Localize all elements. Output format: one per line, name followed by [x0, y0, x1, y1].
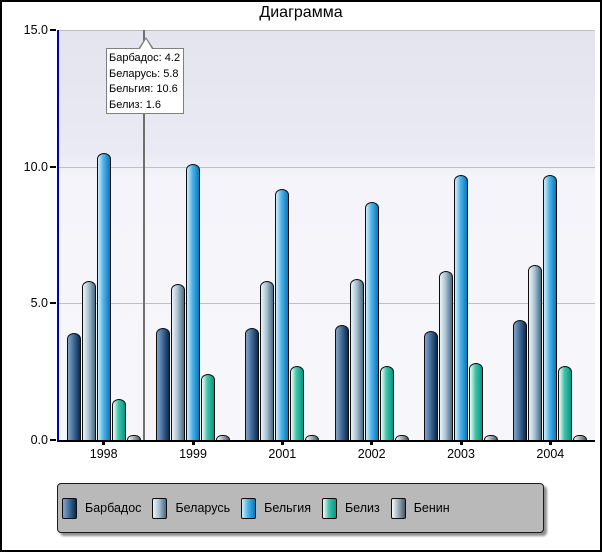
legend-swatch: [321, 497, 337, 519]
legend-label: Бенин: [413, 501, 450, 515]
bar-Белиз-2004[interactable]: [558, 366, 573, 440]
x-axis-label: 2004: [536, 447, 565, 461]
tooltip-pointer-fill: [139, 39, 152, 49]
legend-label: Бельгия: [264, 501, 311, 515]
gridline-10.0: [59, 166, 595, 168]
bar-Белиз-1998[interactable]: [111, 399, 126, 440]
y-axis-label: 0.0: [30, 433, 48, 447]
gridline-5.0: [59, 303, 595, 305]
y-axis-tick: [50, 29, 56, 31]
plot-area[interactable]: [57, 30, 595, 442]
bar-Барбадос-1998[interactable]: [66, 333, 81, 440]
y-axis-label: 15.0: [23, 23, 48, 37]
legend-item-Белиз[interactable]: Белиз: [321, 497, 380, 519]
bar-group-2002: [334, 202, 409, 440]
bar-Барбадос-2004[interactable]: [513, 319, 528, 440]
tooltip-line: Белиз: 1.6: [109, 98, 161, 111]
legend-item-Бенин[interactable]: Бенин: [390, 497, 450, 519]
x-axis-tick: [370, 440, 374, 445]
bar-Барбадос-2003[interactable]: [424, 330, 438, 440]
y-axis-tick: [50, 439, 56, 441]
bar-Белиз-1999[interactable]: [201, 374, 215, 440]
bar-group-2003: [424, 174, 498, 440]
bar-Бельгия-2004[interactable]: [543, 174, 558, 440]
y-axis-label: 10.0: [23, 159, 48, 174]
bar-Бенин-2001[interactable]: [305, 434, 320, 440]
bar-Беларусь-2002[interactable]: [349, 278, 364, 440]
bar-Бенин-2002[interactable]: [394, 434, 409, 440]
x-axis-label: 2002: [357, 447, 386, 461]
crosshair-line: [143, 30, 145, 440]
tooltip-line: Барбадос: 4.2: [109, 52, 181, 64]
gridline-15.0: [59, 30, 595, 31]
y-axis-tick: [50, 302, 56, 305]
bar-Белиз-2003[interactable]: [469, 363, 483, 440]
bar-Белиз-2001[interactable]: [290, 366, 305, 440]
legend-item-Бельгия[interactable]: Бельгия: [241, 497, 311, 519]
chart-title: Диаграмма: [259, 4, 343, 21]
x-axis-tick: [548, 440, 552, 445]
bar-Белиз-2002[interactable]: [379, 366, 394, 440]
bar-Барбадос-2001[interactable]: [245, 327, 260, 440]
bar-group-2004: [513, 174, 588, 440]
bar-group-1999: [156, 163, 230, 440]
x-axis-tick: [459, 440, 463, 445]
bar-Беларусь-1998[interactable]: [81, 281, 96, 440]
legend-swatch: [390, 497, 406, 519]
bar-Беларусь-2004[interactable]: [528, 265, 543, 440]
bar-Беларусь-2001[interactable]: [260, 281, 275, 440]
legend-swatch: [62, 497, 77, 519]
legend-label: Беларусь: [175, 501, 231, 515]
bar-Барбадос-2002[interactable]: [334, 325, 349, 440]
bar-Бельгия-2003[interactable]: [454, 174, 468, 440]
x-axis-tick: [280, 440, 284, 445]
legend-swatch: [241, 497, 257, 519]
legend-item-Беларусь[interactable]: Беларусь: [152, 497, 231, 519]
tooltip-line: Беларусь: 5.8: [109, 67, 179, 80]
x-axis-label: 1999: [179, 447, 207, 461]
bar-Бельгия-2002[interactable]: [364, 202, 379, 440]
legend-item-Барбадос[interactable]: Барбадос: [62, 497, 142, 519]
legend-label: Барбадос: [85, 501, 142, 515]
bar-Бельгия-2001[interactable]: [275, 188, 290, 440]
bar-Беларусь-2003[interactable]: [439, 270, 453, 440]
tooltip-line: Бельгия: 10.6: [109, 83, 178, 95]
x-axis-tick: [191, 440, 195, 445]
legend-swatch: [152, 497, 168, 519]
bar-Бенин-1998[interactable]: [126, 434, 141, 440]
y-axis-tick: [50, 165, 56, 168]
x-axis-label: 2001: [268, 447, 297, 461]
y-axis-label: 5.0: [30, 296, 48, 311]
x-axis-tick: [102, 440, 106, 445]
bar-group-2001: [245, 188, 320, 440]
tooltip: Барбадос: 4.2 Беларусь: 5.8 Бельгия: 10.6 Б…: [106, 37, 184, 114]
bar-Бенин-2003[interactable]: [484, 434, 498, 440]
legend-label: Белиз: [344, 501, 380, 515]
legend: Барбадос Беларусь Бельгия Белиз Бенин: [57, 483, 544, 533]
bar-Бенин-1999[interactable]: [216, 434, 230, 440]
bar-Барбадос-1999[interactable]: [156, 327, 170, 440]
bar-Бенин-2004[interactable]: [573, 434, 588, 440]
bar-Бельгия-1998[interactable]: [96, 153, 111, 440]
bar-group-1998: [66, 153, 141, 440]
x-axis-label: 2003: [447, 447, 475, 461]
tooltip-lines: Барбадос: 4.2 Беларусь: 5.8 Бельгия: 10.6 Б…: [109, 51, 183, 113]
bar-Беларусь-1999[interactable]: [171, 284, 185, 440]
bar-Бельгия-1999[interactable]: [186, 163, 200, 440]
x-axis-label: 1998: [89, 447, 118, 461]
